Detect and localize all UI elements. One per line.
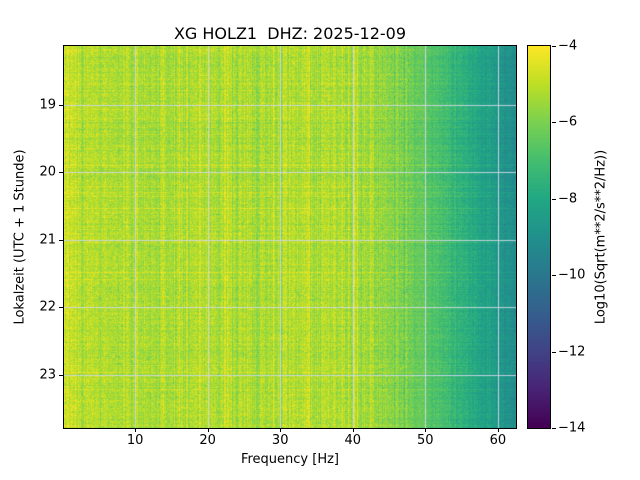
colorbar-tick-label: −6 — [558, 114, 578, 130]
x-tick-label: 60 — [489, 433, 507, 448]
x-tick-mark — [280, 428, 282, 432]
x-tick-label: 50 — [417, 433, 434, 448]
y-tick-mark — [59, 374, 63, 376]
colorbar — [527, 45, 551, 429]
y-tick-label: 20 — [39, 164, 56, 180]
x-tick-label: 40 — [344, 433, 362, 448]
x-tick-mark — [425, 428, 427, 432]
spectrogram-heatmap — [63, 45, 517, 429]
chart-title: XG HOLZ1 DHZ: 2025-12-09 — [173, 24, 407, 43]
y-tick-mark — [59, 104, 63, 106]
x-tick-label: 30 — [271, 433, 289, 448]
colorbar-tick-label: −14 — [558, 420, 586, 436]
y-tick-label: 19 — [39, 97, 56, 113]
y-tick-label: 23 — [39, 367, 56, 383]
y-tick-mark — [59, 307, 63, 309]
y-tick-mark — [59, 239, 63, 241]
colorbar-tick-label: −8 — [558, 191, 578, 207]
colorbar-tick-mark — [552, 46, 556, 47]
colorbar-tick-mark — [552, 198, 556, 200]
y-axis-label: Lokalzeit (UTC + 1 Stunde) — [12, 149, 28, 325]
x-tick-label: 20 — [199, 433, 216, 448]
x-tick-mark — [352, 428, 354, 432]
colorbar-tick-label: −12 — [558, 344, 586, 360]
colorbar-tick-mark — [552, 275, 556, 277]
x-tick-mark — [135, 428, 137, 432]
y-tick-mark — [59, 172, 63, 174]
colorbar-tick-mark — [552, 428, 556, 429]
colorbar-label: Log10(Sqrt(m**2/s**2/Hz)) — [593, 149, 609, 325]
y-tick-label: 21 — [39, 232, 56, 248]
colorbar-tick-mark — [552, 122, 556, 124]
colorbar-tick-mark — [552, 351, 556, 353]
colorbar-tick-label: −4 — [558, 38, 578, 54]
colorbar-tick-label: −10 — [558, 267, 586, 283]
x-tick-mark — [497, 428, 499, 432]
y-tick-label: 22 — [39, 299, 56, 315]
x-axis-label: Frequency [Hz] — [240, 452, 340, 467]
x-tick-label: 10 — [126, 433, 144, 448]
x-tick-mark — [207, 428, 209, 432]
